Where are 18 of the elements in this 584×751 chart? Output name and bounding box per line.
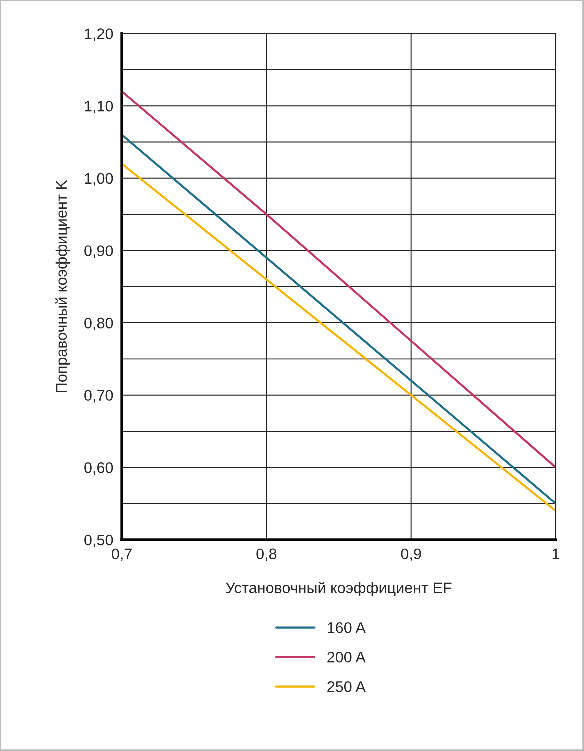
y-tick-label: 0,90 [84, 246, 114, 258]
x-tick-label: 0,9 [401, 548, 422, 562]
y-tick-label: 0,60 [84, 462, 114, 476]
legend-label: 250 A [328, 682, 366, 692]
y-tick-label: 0,80 [84, 318, 114, 331]
line-series [122, 90, 556, 469]
legend-label: 160 A [328, 622, 366, 634]
x-tick-label: 0,8 [256, 548, 277, 562]
legend-label: 200 A [328, 652, 366, 663]
y-tick-label: 1,10 [85, 100, 114, 114]
x-tick-label: 1 [552, 548, 560, 560]
x-tick-label: 0,7 [112, 548, 132, 562]
y-tick-label: 1,20 [85, 28, 114, 42]
x-axis-title: Установочный коэффициент EF [226, 582, 452, 596]
y-axis-title: Поправочный коэффициент K [56, 180, 70, 392]
y-tick-label: 0,50 [84, 534, 114, 548]
y-tick-label: 1,00 [85, 173, 114, 186]
y-tick-label: 0,70 [84, 390, 114, 403]
